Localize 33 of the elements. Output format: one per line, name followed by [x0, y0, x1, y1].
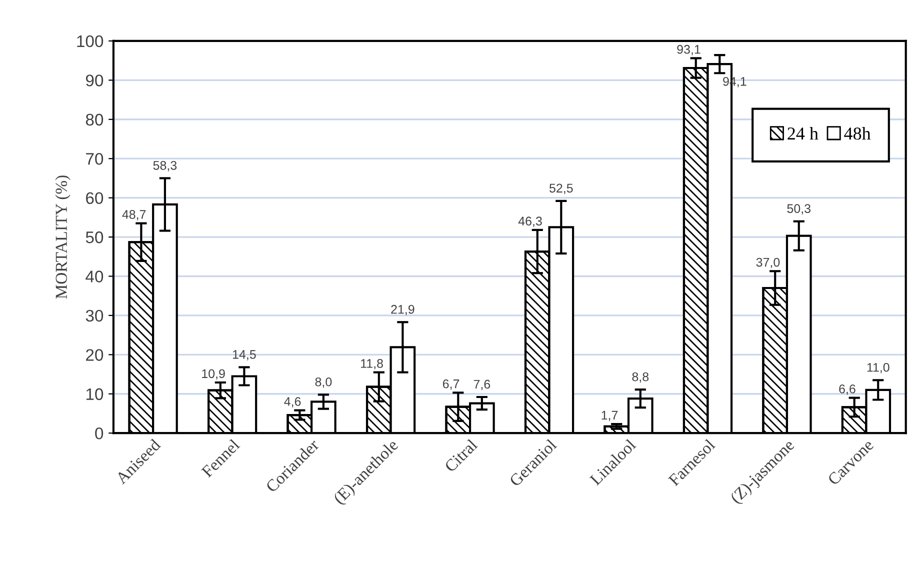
data-label: 37,0: [756, 258, 780, 268]
data-label: 11,0: [867, 362, 890, 374]
y-tick-label: 20: [86, 349, 104, 361]
y-tick-label: 30: [86, 310, 104, 322]
y-tick-label: 40: [86, 270, 104, 282]
data-label: 93,1: [677, 44, 700, 56]
data-label: 14,5: [232, 350, 256, 360]
data-label: 4,6: [284, 397, 301, 408]
data-label: 11,8: [361, 359, 383, 370]
data-label: 8,0: [315, 377, 332, 388]
data-label: 10,9: [202, 369, 225, 380]
data-label: 21,9: [391, 304, 414, 316]
data-label: 52,5: [549, 184, 573, 194]
y-tick-label: 50: [86, 231, 104, 244]
data-label: 58,3: [153, 160, 177, 172]
data-label: 46,3: [518, 216, 542, 228]
data-label: 6,7: [442, 379, 460, 390]
legend-label: 24 h: [788, 126, 818, 140]
y-tick-label: 100: [77, 35, 104, 48]
data-label: 6,6: [839, 384, 856, 395]
legend-label: 48h: [844, 126, 871, 140]
y-tick-label: 70: [86, 152, 104, 165]
y-tick-label: 90: [86, 74, 104, 86]
y-tick-label: 60: [86, 192, 104, 204]
data-label: 48,7: [122, 210, 146, 220]
data-label: 50,3: [787, 204, 810, 214]
y-tick-label: 10: [86, 388, 104, 400]
data-label: 1,7: [602, 410, 618, 422]
y-axis-title: MORTALITY (%): [55, 176, 70, 299]
data-label: 8,8: [632, 372, 649, 383]
y-tick-label: 0: [95, 427, 104, 440]
y-tick-label: 80: [86, 114, 104, 126]
data-label: 7,6: [474, 380, 490, 390]
